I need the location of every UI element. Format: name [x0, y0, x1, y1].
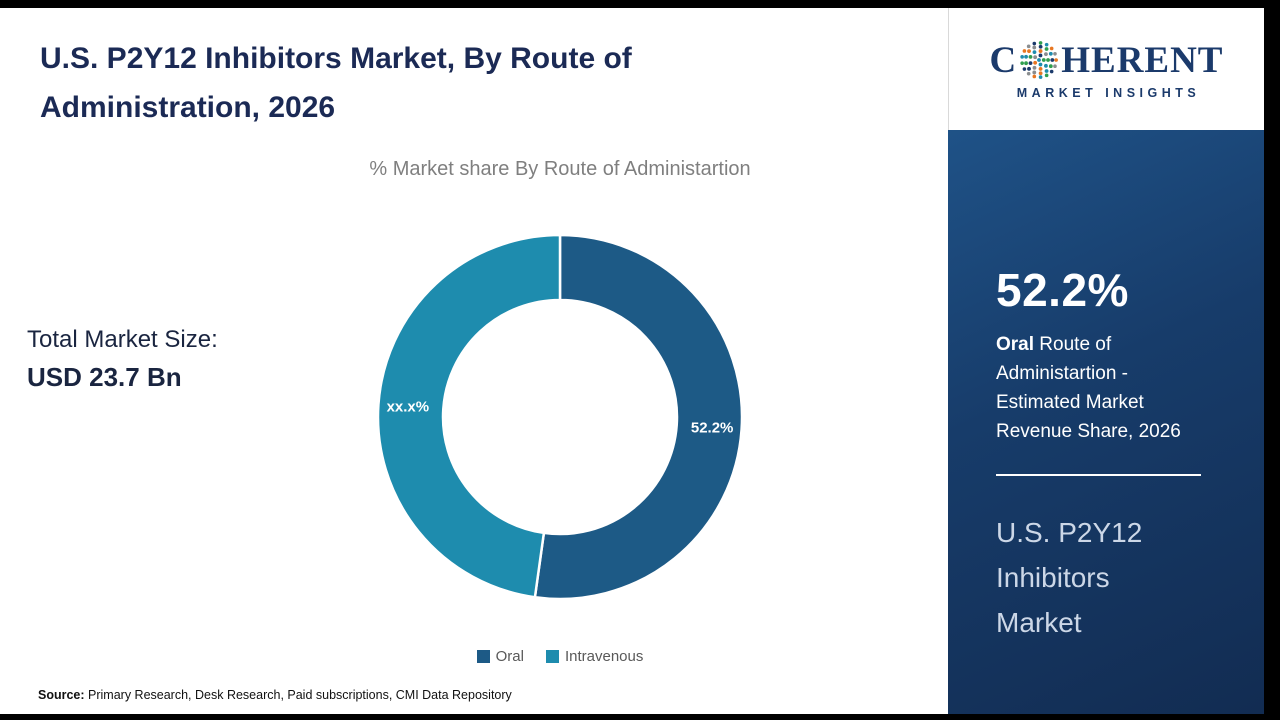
source-line: Source: Primary Research, Desk Research,… — [38, 688, 512, 702]
legend-swatch — [545, 650, 559, 663]
total-market-label: Total Market Size: — [27, 326, 218, 353]
stat-description-bold: Oral — [996, 334, 1035, 355]
donut-segment-oral — [533, 233, 744, 601]
logo-letter-c: C — [989, 39, 1018, 81]
logo-letters-rest: HERENT — [1061, 39, 1224, 81]
divider-rule — [996, 474, 1201, 476]
logo-wordmark: C HERENT — [990, 39, 1224, 82]
source-label: Source: — [38, 688, 85, 702]
sidebar: C HERENT MARKET INSIGHTS 52.2% Oral Rout… — [948, 8, 1264, 714]
chart-legend: Oral Intravenous — [180, 648, 940, 665]
slice-label-oral: 52.2% — [691, 420, 734, 437]
chart-subtitle: % Market share By Route of Administartio… — [369, 158, 751, 180]
donut-segment-intravenous — [376, 233, 562, 599]
donut-chart-container: 52.2% xx.x% — [370, 227, 750, 607]
total-market-value: USD 23.7 Bn — [27, 362, 182, 392]
legend-item-oral: Oral — [476, 648, 524, 665]
stat-description-text: Route of Administartion - Estimated Mark… — [996, 334, 1181, 442]
slice-label-intravenous: xx.x% — [387, 398, 430, 415]
donut-chart: 52.2% xx.x% — [376, 233, 744, 601]
sidebar-title: U.S. P2Y12 Inhibitors Market — [996, 517, 1143, 638]
logo-o-dots — [1020, 41, 1059, 79]
page-title: U.S. P2Y12 Inhibitors Market, By Route o… — [40, 42, 632, 124]
logo-subtitle: MARKET INSIGHTS — [1016, 85, 1201, 100]
legend-swatch — [476, 650, 490, 663]
legend-item-intravenous: Intravenous — [545, 648, 644, 665]
source-text: Primary Research, Desk Research, Paid su… — [84, 688, 512, 702]
brand-logo: C HERENT MARKET INSIGHTS — [948, 8, 1264, 130]
legend-label: Intravenous — [564, 648, 644, 665]
stat-value: 52.2% — [996, 264, 1129, 316]
total-market-block: Total Market Size: USD 23.7 Bn — [27, 322, 218, 396]
sidebar-panel: 52.2% Oral Route of Administartion - Est… — [948, 130, 1264, 714]
stat-description: Oral Route of Administartion - Estimated… — [996, 330, 1208, 446]
legend-label: Oral — [495, 648, 524, 665]
